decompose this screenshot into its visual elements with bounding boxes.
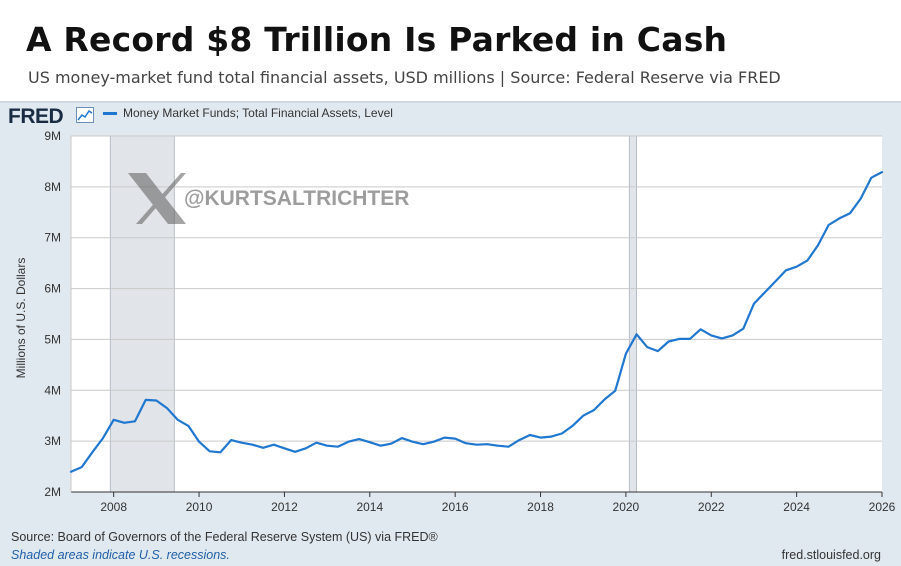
y-tick-label: 5M	[44, 332, 61, 346]
y-tick-label: 4M	[44, 383, 61, 397]
series-line	[69, 170, 884, 473]
fred-logo[interactable]: FRED	[8, 105, 64, 128]
y-axis-label: Millions of U.S. Dollars	[14, 258, 28, 379]
y-tick-label: 2M	[44, 485, 61, 499]
x-tick-label: 2016	[442, 500, 469, 514]
x-tick-label: 2018	[527, 500, 554, 514]
x-tick-label: 2024	[783, 500, 810, 514]
fred-chart-panel: FRED Money Market Funds; Total Financial…	[0, 101, 901, 566]
x-tick-label: 2012	[271, 500, 298, 514]
y-tick-label: 9M	[44, 129, 61, 143]
x-tick-label: 2020	[613, 500, 640, 514]
fred-chart-icon	[76, 107, 94, 123]
x-tick-label: 2014	[356, 500, 383, 514]
source-text: Source: Board of Governors of the Federa…	[11, 530, 438, 544]
watermark-handle: @KURTSALTRICHTER	[184, 187, 409, 210]
x-tick-label: 2022	[698, 500, 725, 514]
fred-url-link[interactable]: fred.stlouisfed.org	[781, 548, 881, 562]
y-tick-label: 7M	[44, 231, 61, 245]
recession-band	[628, 135, 637, 493]
x-tick-label: 2008	[100, 500, 127, 514]
page-title: A Record $8 Trillion Is Parked in Cash	[26, 20, 728, 59]
recession-note: Shaded areas indicate U.S. recessions.	[11, 548, 230, 562]
y-tick-label: 6M	[44, 282, 61, 296]
line-chart: @KURTSALTRICHTER 2M 3M 4M 5M 6M 7M 8M 9M 2008 201…	[14, 129, 896, 514]
x-tick-label: 2010	[186, 500, 213, 514]
watermark: @KURTSALTRICHTER	[128, 173, 409, 224]
plot-area	[71, 136, 882, 492]
y-tick-label: 8M	[44, 180, 61, 194]
page-subtitle: US money-market fund total financial ass…	[28, 68, 781, 87]
y-tick-label: 3M	[44, 434, 61, 448]
chart-legend: Money Market Funds; Total Financial Asse…	[103, 106, 393, 120]
recession-bands	[71, 135, 882, 493]
legend-label: Money Market Funds; Total Financial Asse…	[123, 106, 393, 120]
x-logo-icon	[128, 173, 186, 224]
legend-swatch	[103, 111, 117, 115]
x-tick-label: 2026	[869, 500, 896, 514]
series	[69, 170, 884, 473]
axes	[70, 136, 883, 497]
tick-labels: 2M 3M 4M 5M 6M 7M 8M 9M 2008 2010 2012 2014 2016 2018…	[44, 129, 895, 514]
